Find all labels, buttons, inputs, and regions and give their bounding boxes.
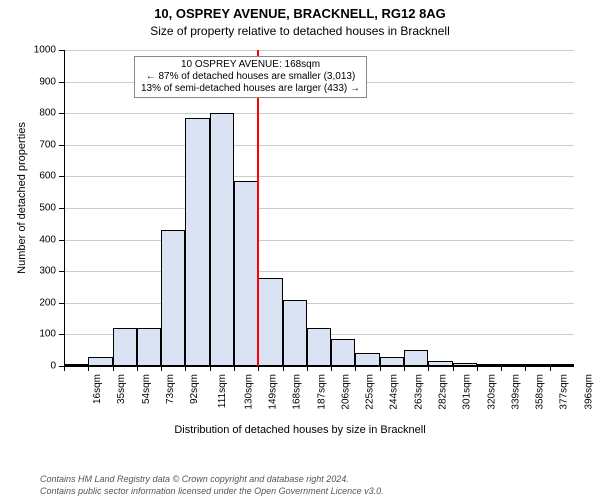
annotation-box: 10 OSPREY AVENUE: 168sqm← 87% of detache… [134,56,367,98]
y-tick-label: 100 [39,329,56,340]
y-tick-label: 0 [50,361,56,372]
y-tick-label: 800 [39,108,56,119]
x-tick-label: 187sqm [316,374,327,410]
histogram-bar [380,357,404,366]
x-axis-line [64,366,574,367]
x-tick-label: 244sqm [389,374,400,410]
histogram-bar [210,113,234,366]
histogram-bar [161,230,185,366]
grid-line [64,113,574,114]
x-tick-label: 396sqm [583,374,594,410]
grid-line [64,176,574,177]
annotation-line: 10 OSPREY AVENUE: 168sqm [141,59,360,71]
x-tick-label: 16sqm [92,374,103,404]
x-tick-label: 54sqm [141,374,152,404]
x-tick-label: 263sqm [413,374,424,410]
x-tick-label: 35sqm [116,374,127,404]
y-tick-label: 700 [39,139,56,150]
grid-line [64,303,574,304]
histogram-bar [234,181,258,366]
x-tick-label: 92sqm [189,374,200,404]
y-axis-title: Number of detached properties [16,98,28,298]
histogram-bar [355,353,379,366]
grid-line [64,271,574,272]
y-tick-label: 200 [39,297,56,308]
grid-line [64,145,574,146]
y-tick-label: 900 [39,76,56,87]
histogram-bar [307,328,331,366]
histogram-bar [137,328,161,366]
x-tick-label: 73sqm [165,374,176,404]
page-title: 10, OSPREY AVENUE, BRACKNELL, RG12 8AG [0,6,600,21]
x-tick-label: 339sqm [510,374,521,410]
y-tick-label: 300 [39,266,56,277]
x-tick-label: 130sqm [243,374,254,410]
y-tick-label: 400 [39,234,56,245]
annotation-line: 13% of semi-detached houses are larger (… [141,83,360,95]
footer-line-2: Contains public sector information licen… [40,486,384,496]
grid-line [64,240,574,241]
x-tick-label: 377sqm [559,374,570,410]
page-subtitle: Size of property relative to detached ho… [0,24,600,38]
histogram-bar [258,278,282,366]
x-tick-label: 320sqm [486,374,497,410]
y-tick-label: 500 [39,203,56,214]
x-tick-label: 168sqm [292,374,303,410]
page-root: 10, OSPREY AVENUE, BRACKNELL, RG12 8AG S… [0,0,600,500]
y-axis-line [64,50,65,366]
x-tick-label: 301sqm [462,374,473,410]
histogram-bar [113,328,137,366]
x-tick-label: 225sqm [365,374,376,410]
x-tick-label: 358sqm [535,374,546,410]
footer-line-1: Contains HM Land Registry data © Crown c… [40,474,349,484]
x-tick-label: 149sqm [268,374,279,410]
x-tick-label: 206sqm [340,374,351,410]
histogram-bar [331,339,355,366]
histogram-bar [88,357,112,366]
histogram-bar [185,118,209,366]
y-tick-label: 1000 [34,45,56,56]
histogram-bar [283,300,307,366]
histogram-bar [404,350,428,366]
grid-line [64,50,574,51]
grid-line [64,208,574,209]
x-tick-label: 111sqm [218,374,229,408]
annotation-line: ← 87% of detached houses are smaller (3,… [141,71,360,83]
x-tick-label: 282sqm [438,374,449,410]
y-tick-label: 600 [39,171,56,182]
x-axis-title: Distribution of detached houses by size … [0,424,600,436]
histogram-chart: 0100200300400500600700800900100016sqm35s… [64,50,574,366]
